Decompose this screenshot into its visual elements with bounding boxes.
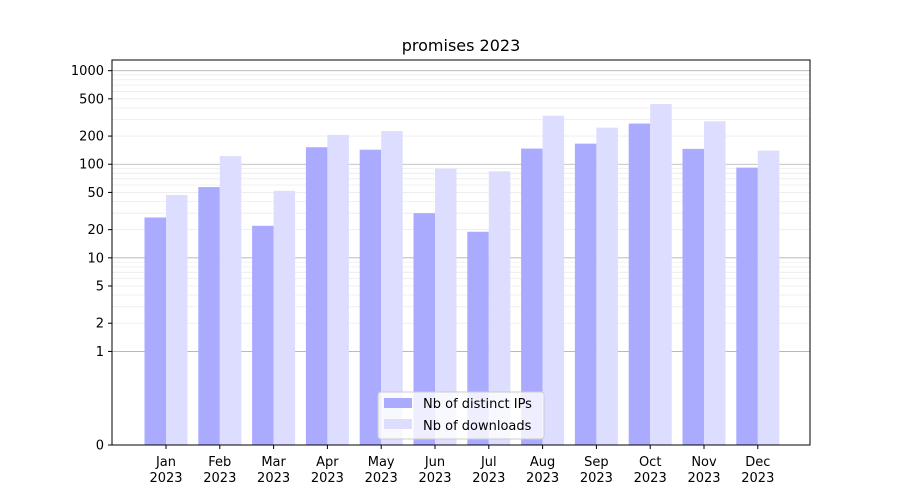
bar-downloads-9 bbox=[650, 104, 672, 445]
bar-downloads-2 bbox=[273, 190, 296, 445]
y-tick-label: 5 bbox=[96, 280, 104, 295]
x-tick-label: Apr 2023 bbox=[311, 455, 344, 486]
plot-frame bbox=[111, 59, 811, 446]
x-tick-label: Jun 2023 bbox=[418, 455, 451, 486]
x-tick-label: Jan 2023 bbox=[149, 455, 182, 486]
legend-swatch-downloads bbox=[384, 419, 412, 429]
y-tick-label: 10 bbox=[87, 251, 104, 266]
y-tick-label: 200 bbox=[79, 130, 104, 145]
y-tick-label: 1000 bbox=[71, 64, 104, 79]
bar-distinct-ips-9 bbox=[628, 123, 651, 445]
bar-downloads-8 bbox=[596, 127, 618, 445]
bar-downloads-0 bbox=[166, 194, 188, 445]
bar-downloads-5 bbox=[435, 168, 457, 445]
bar-distinct-ips-10 bbox=[682, 148, 704, 445]
x-tick-label: Sep 2023 bbox=[580, 455, 613, 486]
x-tick-label: Mar 2023 bbox=[257, 455, 290, 486]
bar-distinct-ips-3 bbox=[305, 147, 328, 445]
y-tick-label: 0 bbox=[96, 439, 104, 454]
x-axis: Jan 2023 Feb 2023 Mar 2023 Apr 2023 May 2023 Jun 20… bbox=[149, 445, 774, 486]
bar-downloads-6 bbox=[488, 171, 511, 445]
x-tick-label: Jul 2023 bbox=[472, 455, 505, 486]
x-tick-label: May 2023 bbox=[365, 455, 398, 486]
y-tick-label: 1 bbox=[96, 345, 104, 360]
y-tick-label: 20 bbox=[87, 223, 104, 238]
bar-downloads-1 bbox=[219, 156, 242, 445]
x-tick-label: Nov 2023 bbox=[687, 455, 720, 486]
x-tick-label: Oct 2023 bbox=[634, 455, 667, 486]
bar-distinct-ips-1 bbox=[198, 187, 220, 445]
x-tick-label: Feb 2023 bbox=[203, 455, 236, 486]
bar-downloads-7 bbox=[542, 115, 565, 445]
bars-layer bbox=[144, 104, 780, 446]
bar-downloads-3 bbox=[327, 134, 349, 446]
legend-label-downloads: Nb of downloads bbox=[423, 419, 532, 434]
bar-downloads-11 bbox=[757, 150, 780, 445]
legend-label-distinct-ips: Nb of distinct IPs bbox=[423, 397, 532, 412]
bar-distinct-ips-11 bbox=[736, 167, 758, 445]
y-tick-label: 100 bbox=[79, 158, 104, 173]
x-tick-label: Aug 2023 bbox=[526, 455, 559, 486]
x-tick-label: Dec 2023 bbox=[741, 455, 774, 486]
legend-swatch-distinct-ips bbox=[384, 398, 412, 408]
bar-distinct-ips-5 bbox=[413, 213, 435, 445]
y-axis: 0 1 2 5 10 20 50 100 200 500 1000 bbox=[71, 64, 112, 454]
bar-distinct-ips-0 bbox=[144, 217, 166, 445]
bar-distinct-ips-2 bbox=[252, 225, 274, 445]
legend: Nb of distinct IPs Nb of downloads bbox=[377, 391, 545, 440]
y-tick-label: 50 bbox=[87, 186, 104, 201]
bar-distinct-ips-7 bbox=[521, 148, 543, 445]
bar-distinct-ips-8 bbox=[574, 143, 597, 445]
y-tick-label: 500 bbox=[79, 92, 104, 107]
bar-distinct-ips-4 bbox=[359, 149, 382, 445]
bar-downloads-10 bbox=[704, 121, 726, 445]
bar-downloads-4 bbox=[381, 131, 403, 445]
chart-title: promises 2023 bbox=[402, 36, 521, 55]
y-tick-label: 2 bbox=[96, 317, 104, 332]
legend-box bbox=[377, 391, 545, 440]
